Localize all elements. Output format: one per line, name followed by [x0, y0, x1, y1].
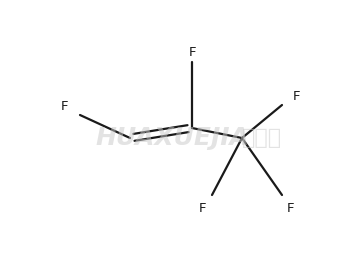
Text: F: F [61, 100, 69, 113]
Text: 化学加: 化学加 [242, 128, 282, 148]
Text: HUAXUEJIA: HUAXUEJIA [95, 126, 249, 150]
Text: F: F [286, 202, 294, 214]
Text: F: F [188, 45, 196, 58]
Text: F: F [198, 202, 206, 214]
Text: F: F [292, 89, 300, 103]
